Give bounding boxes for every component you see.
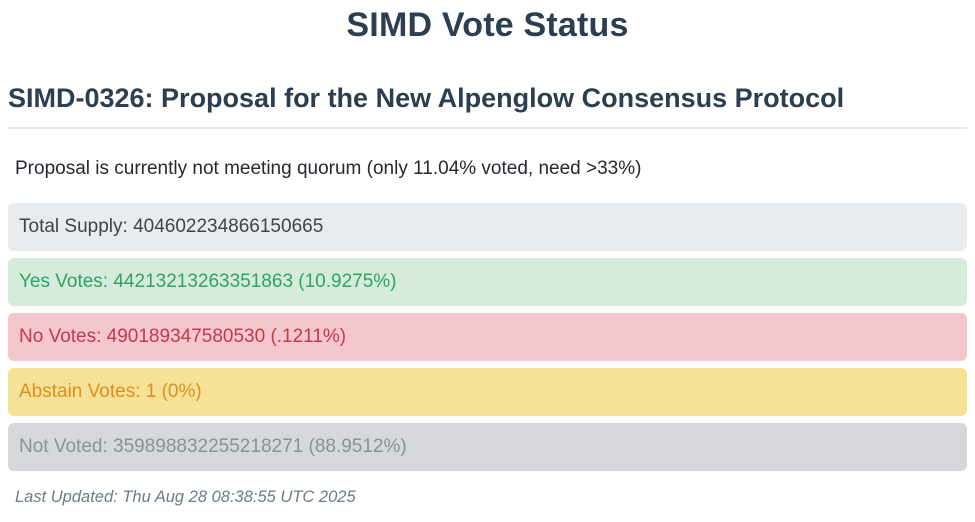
page-container: SIMD Vote Status SIMD-0326: Proposal for… — [0, 6, 975, 507]
proposal-heading: SIMD-0326: Proposal for the New Alpenglo… — [8, 83, 967, 129]
page-title: SIMD Vote Status — [346, 6, 629, 44]
total-supply-row: Total Supply: 404602234866150665 — [8, 203, 967, 251]
abstain-votes-row: Abstain Votes: 1 (0%) — [8, 368, 967, 416]
not-voted-row: Not Voted: 359898832255218271 (88.9512%) — [8, 423, 967, 471]
quorum-status-text: Proposal is currently not meeting quorum… — [15, 158, 642, 179]
no-votes-row: No Votes: 490189347580530 (.1211%) — [8, 313, 967, 361]
last-updated-text: Last Updated: Thu Aug 28 08:38:55 UTC 20… — [15, 488, 356, 506]
yes-votes-row: Yes Votes: 44213213263351863 (10.9275%) — [8, 258, 967, 306]
